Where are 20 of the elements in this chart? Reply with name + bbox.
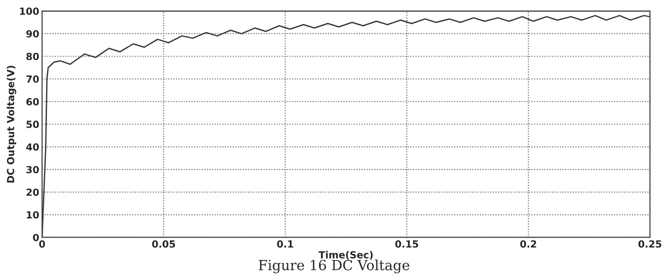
y-tick-label: 90	[26, 30, 39, 38]
x-tick-label: 0.25	[638, 240, 662, 248]
x-axis-title: Time(Sec)	[318, 250, 373, 260]
y-tick-label: 0	[33, 234, 39, 242]
y-tick-label: 10	[26, 211, 39, 219]
caption: Figure 16 DC Voltage	[258, 260, 410, 274]
y-tick-label: 80	[26, 52, 39, 60]
x-tick-label: 0	[39, 240, 45, 248]
x-tick-label: 0.2	[520, 240, 536, 248]
y-tick-label: 30	[26, 166, 39, 174]
y-tick-label: 60	[26, 98, 39, 106]
y-tick-label: 100	[20, 8, 39, 15]
y-axis-title: DC Output Voltage(V)	[6, 66, 16, 183]
x-tick-label: 0.15	[395, 240, 418, 248]
y-tick-label: 20	[26, 188, 39, 196]
x-tick-label: 0.1	[277, 240, 294, 248]
y-tick-label: 40	[26, 143, 39, 151]
x-tick-label: 0.05	[152, 240, 175, 248]
y-tick-label: 50	[26, 120, 39, 128]
y-tick-label: 70	[26, 75, 39, 83]
